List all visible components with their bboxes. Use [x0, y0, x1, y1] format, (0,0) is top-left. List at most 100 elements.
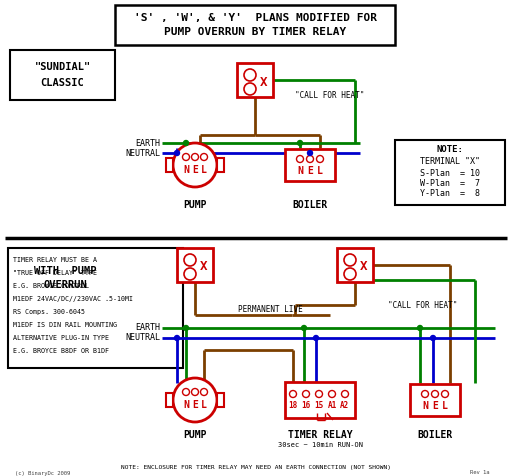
- Text: NEUTRAL: NEUTRAL: [125, 334, 160, 343]
- FancyBboxPatch shape: [237, 63, 273, 97]
- Circle shape: [431, 336, 436, 340]
- Text: BOILER: BOILER: [417, 430, 453, 440]
- Circle shape: [182, 153, 189, 160]
- Circle shape: [316, 156, 324, 162]
- Text: NEUTRAL: NEUTRAL: [125, 149, 160, 158]
- Circle shape: [191, 388, 199, 396]
- Text: A1: A1: [327, 401, 336, 410]
- Text: L: L: [317, 166, 323, 176]
- Circle shape: [173, 378, 217, 422]
- FancyBboxPatch shape: [177, 248, 213, 282]
- Text: PUMP OVERRUN BY TIMER RELAY: PUMP OVERRUN BY TIMER RELAY: [164, 27, 346, 37]
- Circle shape: [441, 390, 449, 397]
- Circle shape: [421, 390, 429, 397]
- Text: N: N: [183, 400, 189, 410]
- FancyBboxPatch shape: [10, 255, 120, 300]
- Text: TIMER RELAY MUST BE A: TIMER RELAY MUST BE A: [13, 257, 97, 263]
- Circle shape: [308, 150, 312, 156]
- FancyBboxPatch shape: [217, 158, 224, 172]
- Text: PERMANENT LIVE: PERMANENT LIVE: [238, 306, 303, 315]
- Text: "CALL FOR HEAT": "CALL FOR HEAT": [388, 300, 457, 309]
- FancyBboxPatch shape: [285, 149, 335, 181]
- Text: TERMINAL "X": TERMINAL "X": [420, 158, 480, 167]
- Text: "CALL FOR HEAT": "CALL FOR HEAT": [295, 90, 365, 99]
- Text: BOILER: BOILER: [292, 200, 328, 210]
- Circle shape: [175, 336, 180, 340]
- Text: E: E: [192, 400, 198, 410]
- Circle shape: [184, 254, 196, 266]
- Circle shape: [342, 390, 349, 397]
- Text: L: L: [201, 165, 207, 175]
- Text: X: X: [360, 260, 368, 274]
- Text: E: E: [192, 165, 198, 175]
- FancyBboxPatch shape: [217, 393, 224, 407]
- Text: A2: A2: [340, 401, 350, 410]
- Text: N: N: [297, 166, 303, 176]
- FancyBboxPatch shape: [337, 248, 373, 282]
- FancyBboxPatch shape: [115, 5, 395, 45]
- Circle shape: [313, 336, 318, 340]
- Text: E.G. BROYCE B8DF OR B1DF: E.G. BROYCE B8DF OR B1DF: [13, 348, 109, 354]
- Text: PUMP: PUMP: [183, 430, 207, 440]
- Circle shape: [183, 326, 188, 330]
- FancyBboxPatch shape: [10, 50, 115, 100]
- Circle shape: [191, 153, 199, 160]
- Text: E: E: [307, 166, 313, 176]
- Circle shape: [315, 390, 323, 397]
- Text: NOTE: ENCLOSURE FOR TIMER RELAY MAY NEED AN EARTH CONNECTION (NOT SHOWN): NOTE: ENCLOSURE FOR TIMER RELAY MAY NEED…: [121, 466, 391, 470]
- Text: E: E: [432, 401, 438, 411]
- Text: L: L: [442, 401, 448, 411]
- Text: WITH  PUMP: WITH PUMP: [34, 266, 96, 276]
- Text: Rev 1a: Rev 1a: [471, 470, 490, 476]
- Text: 16: 16: [302, 401, 311, 410]
- Circle shape: [297, 140, 303, 146]
- Circle shape: [329, 390, 335, 397]
- Text: L: L: [201, 400, 207, 410]
- Text: N: N: [422, 401, 428, 411]
- Text: RS Comps. 300-6045: RS Comps. 300-6045: [13, 309, 85, 315]
- Circle shape: [183, 140, 188, 146]
- Circle shape: [175, 150, 180, 156]
- Circle shape: [244, 69, 256, 81]
- FancyBboxPatch shape: [8, 248, 183, 368]
- Text: TIMER RELAY: TIMER RELAY: [288, 430, 352, 440]
- Circle shape: [201, 153, 207, 160]
- Circle shape: [344, 254, 356, 266]
- Circle shape: [432, 390, 438, 397]
- FancyBboxPatch shape: [410, 384, 460, 416]
- Text: CLASSIC: CLASSIC: [40, 78, 84, 88]
- FancyBboxPatch shape: [166, 393, 173, 407]
- Circle shape: [173, 143, 217, 187]
- Circle shape: [289, 390, 296, 397]
- Text: "SUNDIAL": "SUNDIAL": [34, 62, 91, 72]
- Text: ALTERNATIVE PLUG-IN TYPE: ALTERNATIVE PLUG-IN TYPE: [13, 335, 109, 341]
- Text: W-Plan  =  7: W-Plan = 7: [420, 178, 480, 188]
- Text: 30sec ~ 10min RUN-ON: 30sec ~ 10min RUN-ON: [278, 442, 362, 448]
- Text: "TRUE OFF DELAY" TYPE: "TRUE OFF DELAY" TYPE: [13, 270, 97, 276]
- Text: 'S' , 'W', & 'Y'  PLANS MODIFIED FOR: 'S' , 'W', & 'Y' PLANS MODIFIED FOR: [134, 13, 376, 23]
- Circle shape: [244, 83, 256, 95]
- Circle shape: [302, 326, 307, 330]
- Circle shape: [307, 156, 313, 162]
- Text: M1EDF IS DIN RAIL MOUNTING: M1EDF IS DIN RAIL MOUNTING: [13, 322, 117, 328]
- Text: S-Plan  = 10: S-Plan = 10: [420, 169, 480, 178]
- Text: PUMP: PUMP: [183, 200, 207, 210]
- Text: X: X: [200, 260, 208, 274]
- Circle shape: [201, 388, 207, 396]
- Circle shape: [303, 390, 309, 397]
- Text: 15: 15: [314, 401, 324, 410]
- FancyBboxPatch shape: [395, 140, 505, 205]
- Circle shape: [296, 156, 304, 162]
- Text: M1EDF 24VAC/DC//230VAC .5-10MI: M1EDF 24VAC/DC//230VAC .5-10MI: [13, 296, 133, 302]
- FancyBboxPatch shape: [166, 158, 173, 172]
- Circle shape: [344, 268, 356, 280]
- Text: EARTH: EARTH: [135, 324, 160, 333]
- Text: Y-Plan  =  8: Y-Plan = 8: [420, 188, 480, 198]
- Text: N: N: [183, 165, 189, 175]
- Circle shape: [184, 268, 196, 280]
- Text: NOTE:: NOTE:: [437, 146, 463, 155]
- Text: (c) BinaryDc 2009: (c) BinaryDc 2009: [15, 470, 70, 476]
- Text: EARTH: EARTH: [135, 139, 160, 148]
- Text: X: X: [260, 76, 268, 89]
- FancyBboxPatch shape: [285, 382, 355, 418]
